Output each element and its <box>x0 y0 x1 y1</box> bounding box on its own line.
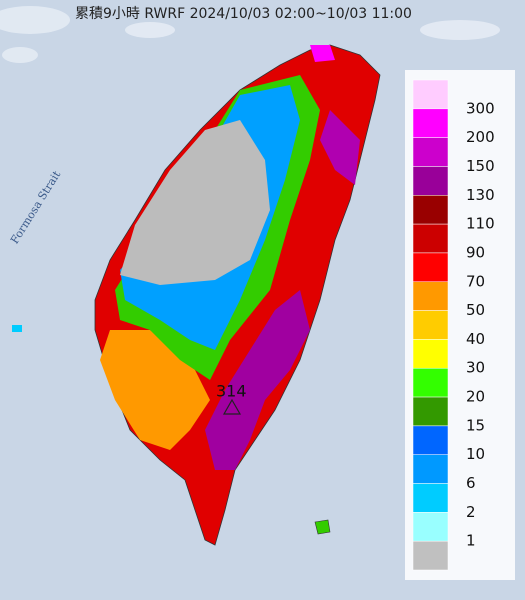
map-title: 累積9小時 RWRF 2024/10/03 02:00~10/03 11:00 <box>75 6 412 22</box>
legend-label: 110 <box>466 215 495 233</box>
rain-purple-south <box>205 290 310 470</box>
legend-swatch <box>412 367 449 398</box>
legend-swatch <box>412 137 449 167</box>
rain-gray <box>120 120 270 285</box>
legend-swatch <box>412 195 449 225</box>
legend-swatch <box>412 281 449 311</box>
legend-label: 200 <box>466 128 495 146</box>
legend: 300 200 150 130 110 90 70 50 40 30 20 15 10 6 2 1 <box>405 70 515 580</box>
legend-label: 2 <box>466 503 476 521</box>
legend-swatch <box>412 166 449 196</box>
legend-swatch <box>412 425 449 455</box>
legend-label: 300 <box>466 99 495 117</box>
legend-label: 20 <box>466 388 485 406</box>
legend-swatch <box>412 223 449 254</box>
clouds <box>0 6 500 63</box>
legend-label: 30 <box>466 359 485 377</box>
legend-label: 70 <box>466 272 485 290</box>
legend-swatch <box>412 454 449 484</box>
penghu <box>12 325 22 332</box>
taiwan <box>12 44 381 546</box>
legend-swatch <box>412 339 449 369</box>
legend-swatch <box>412 540 449 571</box>
legend-label: 40 <box>466 330 485 348</box>
legend-label: 1 <box>466 532 476 550</box>
legend-label: 50 <box>466 301 485 319</box>
legend-label: 6 <box>466 474 476 492</box>
legend-label: 10 <box>466 445 485 463</box>
legend-label: 130 <box>466 186 495 204</box>
max-marker <box>222 398 242 415</box>
rain-purple <box>320 110 360 185</box>
legend-swatch <box>412 483 449 513</box>
max-value-label: 314 <box>216 382 247 401</box>
rain-magenta-north <box>310 45 335 62</box>
legend-swatch <box>412 79 449 110</box>
lanyu <box>314 519 331 535</box>
legend-label: 150 <box>466 157 495 175</box>
legend-swatch <box>412 252 449 283</box>
legend-label: 15 <box>466 416 485 434</box>
legend-swatch <box>412 108 449 138</box>
legend-swatch <box>412 310 449 340</box>
legend-swatch <box>412 396 449 427</box>
legend-label: 90 <box>466 243 485 261</box>
legend-swatch <box>412 512 449 542</box>
